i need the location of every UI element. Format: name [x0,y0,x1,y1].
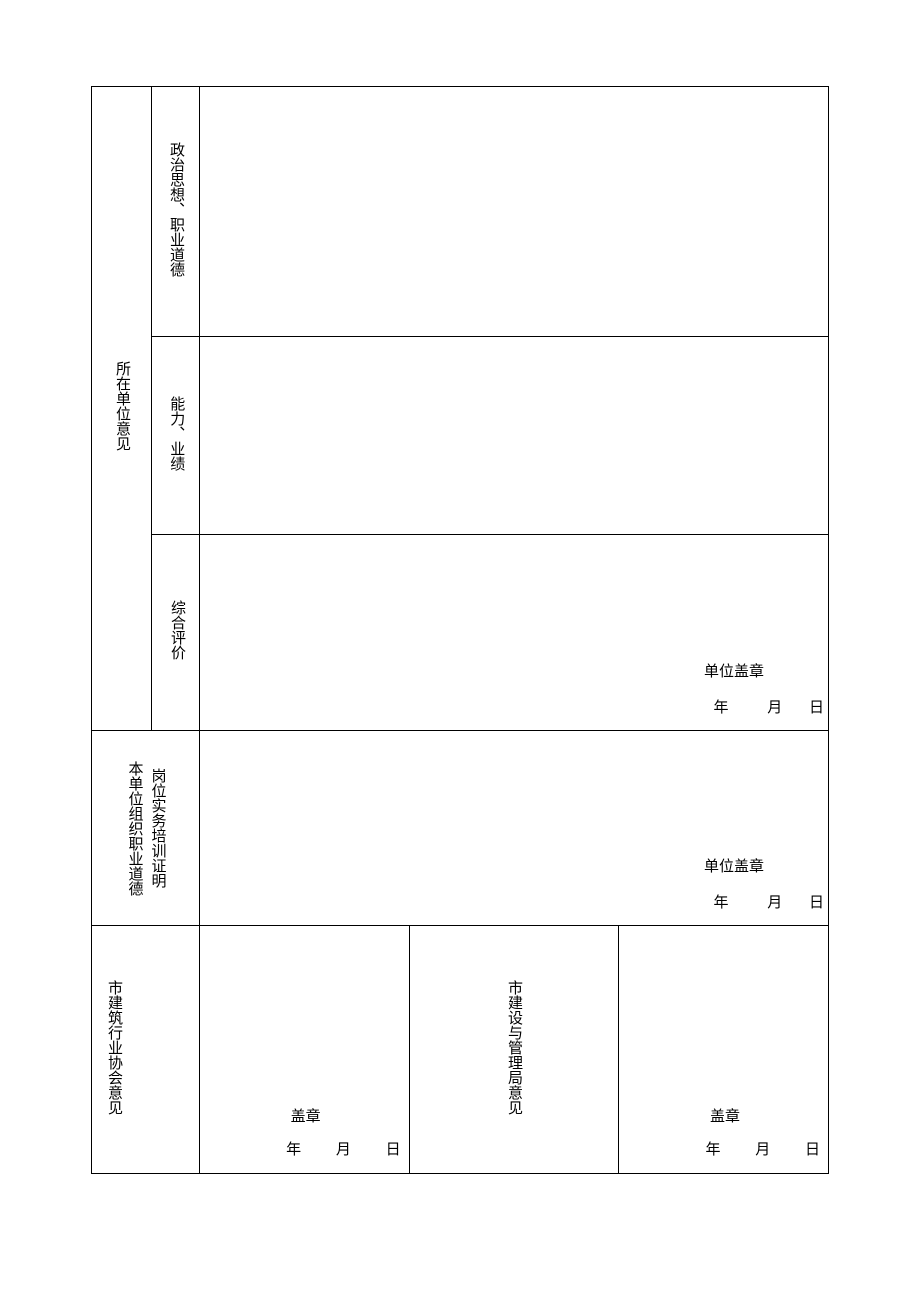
political-ethics-label-cell: 政治思想、职业道德 [152,87,200,337]
date-line-1: 年 月 日 [679,690,825,726]
day-label-2: 日 [786,885,824,921]
ability-performance-content [200,337,829,535]
unit-seal-label-2: 单位盖章 [704,849,764,885]
training-proof-line2: 岗位实务培训证明 [147,768,168,888]
month-label-1: 月 [732,690,782,726]
month-label-2: 月 [732,885,782,921]
seal-label-1: 盖章 [291,1101,321,1134]
training-proof-content: 单位盖章 年 月 日 [200,731,829,926]
day-label-1: 日 [786,690,824,726]
assoc-opinion-label: 市建筑行业协会意见 [102,980,126,1115]
bureau-opinion-label-cell: 市建设与管理局意见 [409,926,619,1174]
date-line-2: 年 月 日 [679,885,825,921]
year-label-2: 年 [679,885,729,921]
overall-eval-label: 综合评价 [162,600,192,660]
date-line-4: 年 月 日 [619,1134,820,1167]
month-label-3: 月 [305,1134,351,1167]
year-label-4: 年 [675,1134,721,1167]
assoc-opinion-content: 盖章 年 月 日 [200,926,410,1174]
political-ethics-label: 政治思想、职业道德 [165,142,186,277]
bureau-opinion-content: 盖章 年 月 日 [619,926,829,1174]
year-label-3: 年 [255,1134,301,1167]
unit-opinion-header-cell: 所在单位意见 [92,87,152,731]
bureau-opinion-label: 市建设与管理局意见 [502,980,526,1115]
unit-opinion-header: 所在单位意见 [105,361,138,451]
bureau-stamp: 盖章 年 月 日 [619,1101,820,1167]
evaluation-form-table: 所在单位意见 政治思想、职业道德 能力、业绩 综合评价 单位盖章 年 月 日 [91,86,829,1174]
overall-eval-content: 单位盖章 年 月 日 [200,535,829,731]
seal-label-2: 盖章 [710,1101,740,1134]
ability-performance-label: 能力、业绩 [163,396,189,471]
date-line-3: 年 月 日 [200,1134,401,1167]
year-label-1: 年 [679,690,729,726]
training-proof-stamp: 单位盖章 年 月 日 [679,849,825,921]
assoc-stamp: 盖章 年 月 日 [200,1101,401,1167]
month-label-4: 月 [724,1134,770,1167]
overall-eval-label-cell: 综合评价 [152,535,200,731]
unit-seal-label-1: 单位盖章 [704,654,764,690]
training-proof-line1: 本单位组织职业道德 [124,761,145,896]
overall-eval-stamp: 单位盖章 年 月 日 [679,654,825,726]
day-label-4: 日 [774,1134,820,1167]
training-proof-label-cell: 本单位组织职业道德 岗位实务培训证明 [92,731,200,926]
day-label-3: 日 [355,1134,401,1167]
political-ethics-content [200,87,829,337]
assoc-opinion-label-cell: 市建筑行业协会意见 [92,926,200,1174]
ability-performance-label-cell: 能力、业绩 [152,337,200,535]
